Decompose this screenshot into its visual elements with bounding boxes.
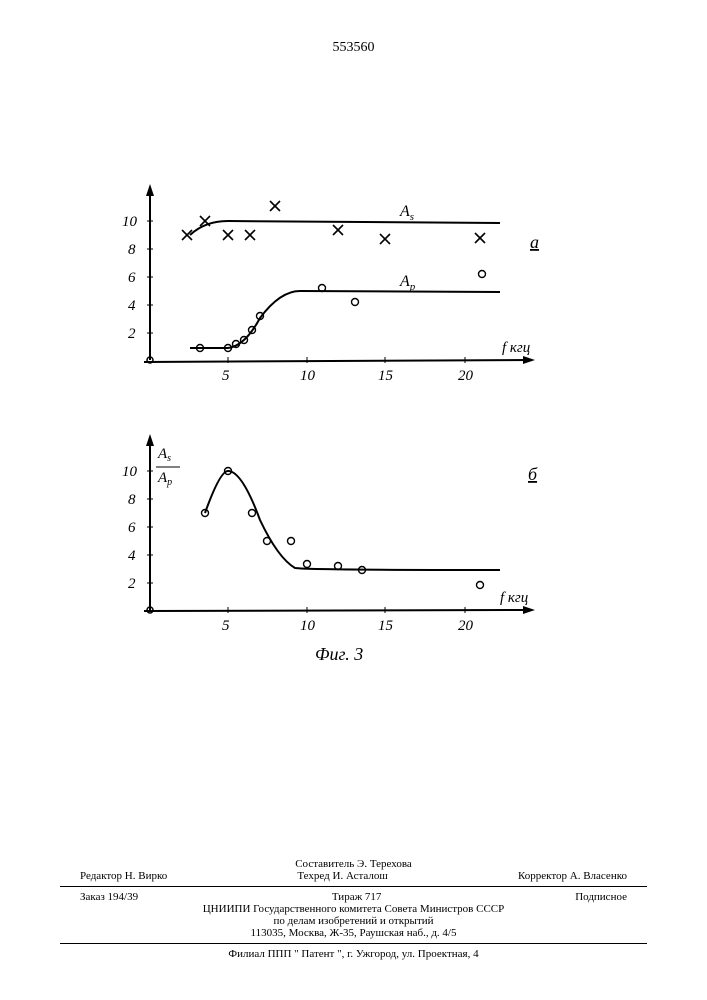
addr1: 113035, Москва, Ж-35, Раушская наб., д. …: [0, 927, 707, 939]
compiler: Составитель Э. Терехова: [295, 858, 412, 870]
figure-caption: Фиг. 3: [315, 644, 363, 664]
subscription: Подписное: [575, 891, 627, 903]
svg-text:4: 4: [128, 298, 136, 314]
org2: по делам изобретений и открытий: [0, 915, 707, 927]
svg-text:6: 6: [128, 270, 136, 286]
org1: ЦНИИПИ Государственного комитета Совета …: [0, 903, 707, 915]
footer: Составитель Э. Терехова Редактор Н. Вирк…: [0, 858, 707, 960]
figure-svg: 2 4 6 8 10 5 10 15 20 As: [105, 180, 565, 680]
panel-label-b: б: [528, 464, 538, 484]
techred: Техред И. Асталош: [297, 870, 388, 882]
tirage: Тираж 717: [332, 891, 382, 903]
ap-markers: [197, 271, 486, 352]
xlabel-a: f кгц: [502, 340, 530, 356]
svg-text:15: 15: [378, 618, 394, 634]
svg-text:8: 8: [128, 492, 136, 508]
svg-text:4: 4: [128, 548, 136, 564]
figure-3: 2 4 6 8 10 5 10 15 20 As: [105, 180, 565, 685]
xlabel-b: f кгц: [500, 590, 528, 606]
chart-a: 2 4 6 8 10 5 10 15 20 As: [122, 184, 539, 384]
svg-text:10: 10: [300, 618, 316, 634]
svg-text:10: 10: [122, 464, 138, 480]
svg-text:8: 8: [128, 242, 136, 258]
ylabel-b: As: [157, 446, 171, 464]
svg-text:5: 5: [222, 618, 230, 634]
chart-b: 2 4 6 8 10 5 10 15 20 As Ap: [122, 434, 538, 634]
svg-text:10: 10: [122, 214, 138, 230]
svg-text:5: 5: [222, 368, 230, 384]
svg-text:15: 15: [378, 368, 394, 384]
order: Заказ 194/39: [80, 891, 138, 903]
svg-text:Ap: Ap: [157, 470, 172, 488]
svg-text:20: 20: [458, 618, 474, 634]
corrector: Корректор А. Власенко: [518, 870, 627, 882]
editor: Редактор Н. Вирко: [80, 870, 167, 882]
svg-text:6: 6: [128, 520, 136, 536]
svg-text:10: 10: [300, 368, 316, 384]
addr2: Филиал ППП " Патент ", г. Ужгород, ул. П…: [0, 948, 707, 960]
svg-text:2: 2: [128, 326, 136, 342]
svg-text:2: 2: [128, 576, 136, 592]
page-number: 553560: [333, 40, 375, 56]
label-ap: Ap: [399, 273, 416, 293]
label-as: As: [399, 203, 414, 223]
svg-text:20: 20: [458, 368, 474, 384]
panel-label-a: а: [530, 232, 539, 252]
